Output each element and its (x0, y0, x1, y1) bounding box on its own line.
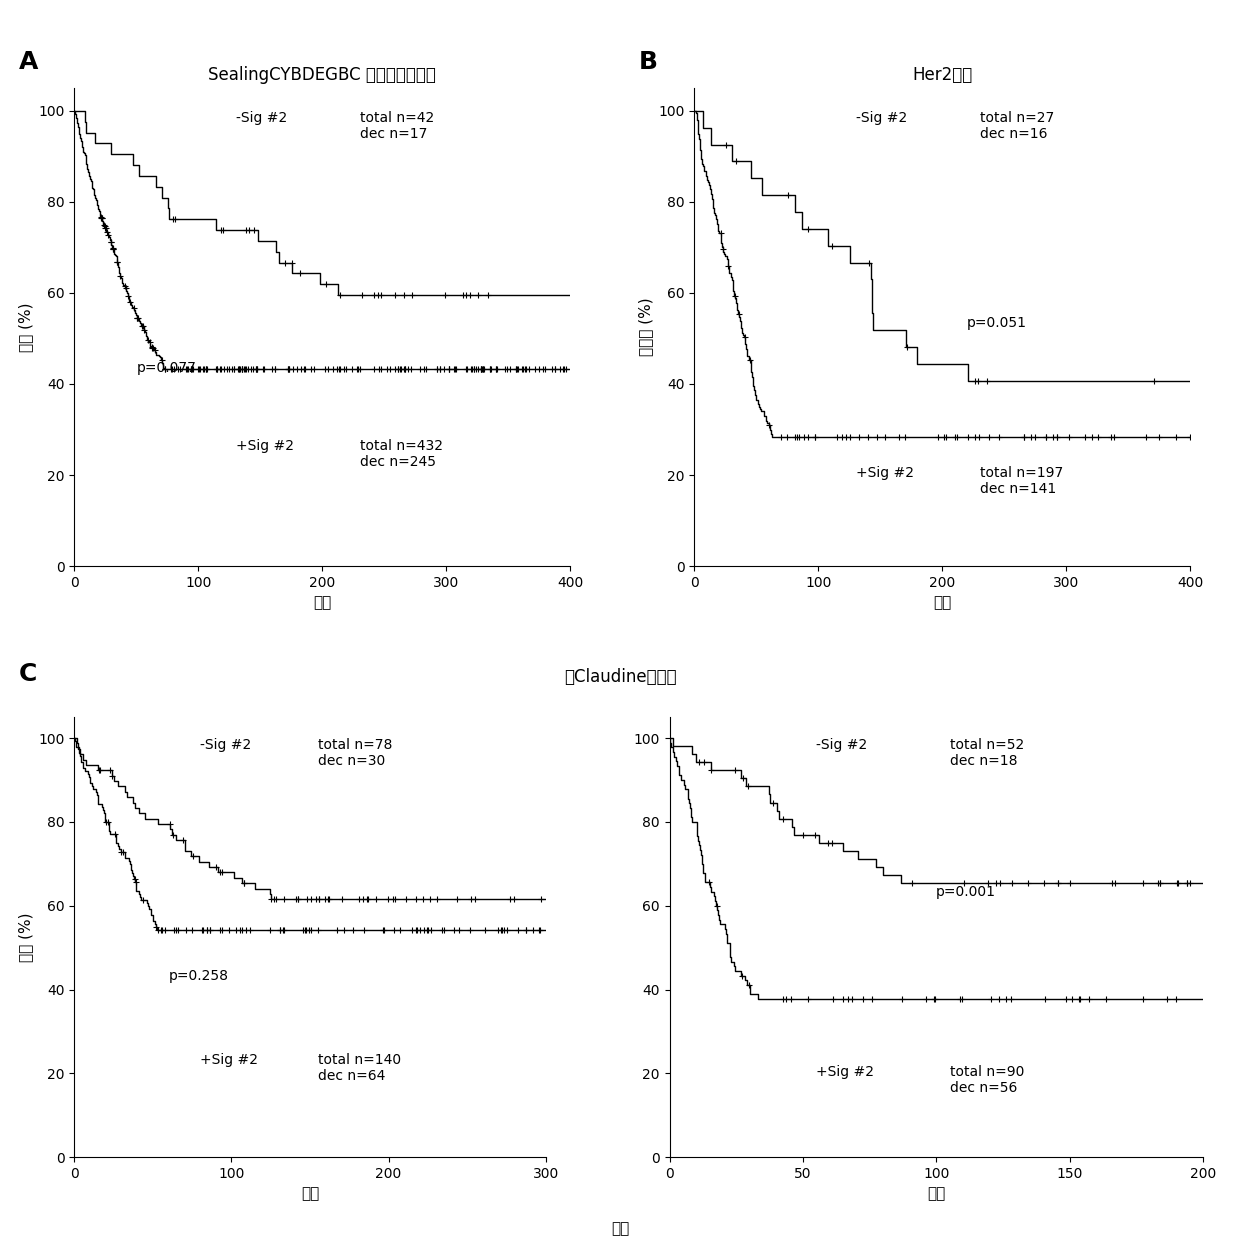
X-axis label: 月数: 月数 (934, 595, 951, 610)
Text: total n=52
dec n=18: total n=52 dec n=18 (950, 738, 1024, 769)
Text: C: C (19, 662, 37, 686)
Text: +Sig #2: +Sig #2 (856, 465, 914, 481)
Text: 低Claudine蛋白型: 低Claudine蛋白型 (564, 668, 676, 686)
Text: p=0.258: p=0.258 (169, 969, 228, 982)
Text: A: A (19, 50, 38, 74)
Text: total n=432
dec n=245: total n=432 dec n=245 (360, 439, 443, 469)
Text: -Sig #2: -Sig #2 (236, 111, 286, 125)
Text: B: B (639, 50, 657, 74)
X-axis label: 月数: 月数 (301, 1186, 319, 1201)
Text: +Sig #2: +Sig #2 (236, 439, 294, 453)
Text: +Sig #2: +Sig #2 (816, 1066, 874, 1079)
Text: -Sig #2: -Sig #2 (816, 738, 868, 752)
Text: total n=90
dec n=56: total n=90 dec n=56 (950, 1066, 1024, 1096)
Y-axis label: 生存 (%): 生存 (%) (17, 302, 32, 352)
Text: +Sig #2: +Sig #2 (200, 1053, 258, 1067)
Text: p=0.077: p=0.077 (136, 361, 196, 375)
Text: total n=27
dec n=16: total n=27 dec n=16 (980, 111, 1054, 141)
Text: 月数: 月数 (611, 1220, 629, 1235)
Text: total n=78
dec n=30: total n=78 dec n=30 (317, 738, 392, 769)
Text: -Sig #2: -Sig #2 (200, 738, 252, 752)
Title: SealingCYBDEGBC 女激素受体阴性: SealingCYBDEGBC 女激素受体阴性 (208, 65, 436, 84)
X-axis label: 月数: 月数 (928, 1186, 945, 1201)
Title: Her2阴性: Her2阴性 (913, 65, 972, 84)
Text: -Sig #2: -Sig #2 (856, 111, 906, 125)
X-axis label: 月数: 月数 (314, 595, 331, 610)
Text: p=0.051: p=0.051 (967, 316, 1027, 330)
Text: total n=42
dec n=17: total n=42 dec n=17 (360, 111, 434, 141)
Text: total n=197
dec n=141: total n=197 dec n=141 (980, 465, 1063, 496)
Y-axis label: 生存 (%): 生存 (%) (17, 912, 32, 962)
Y-axis label: 生存率 (%): 生存率 (%) (637, 298, 652, 356)
Text: p=0.001: p=0.001 (936, 884, 996, 898)
Text: total n=140
dec n=64: total n=140 dec n=64 (317, 1053, 401, 1083)
